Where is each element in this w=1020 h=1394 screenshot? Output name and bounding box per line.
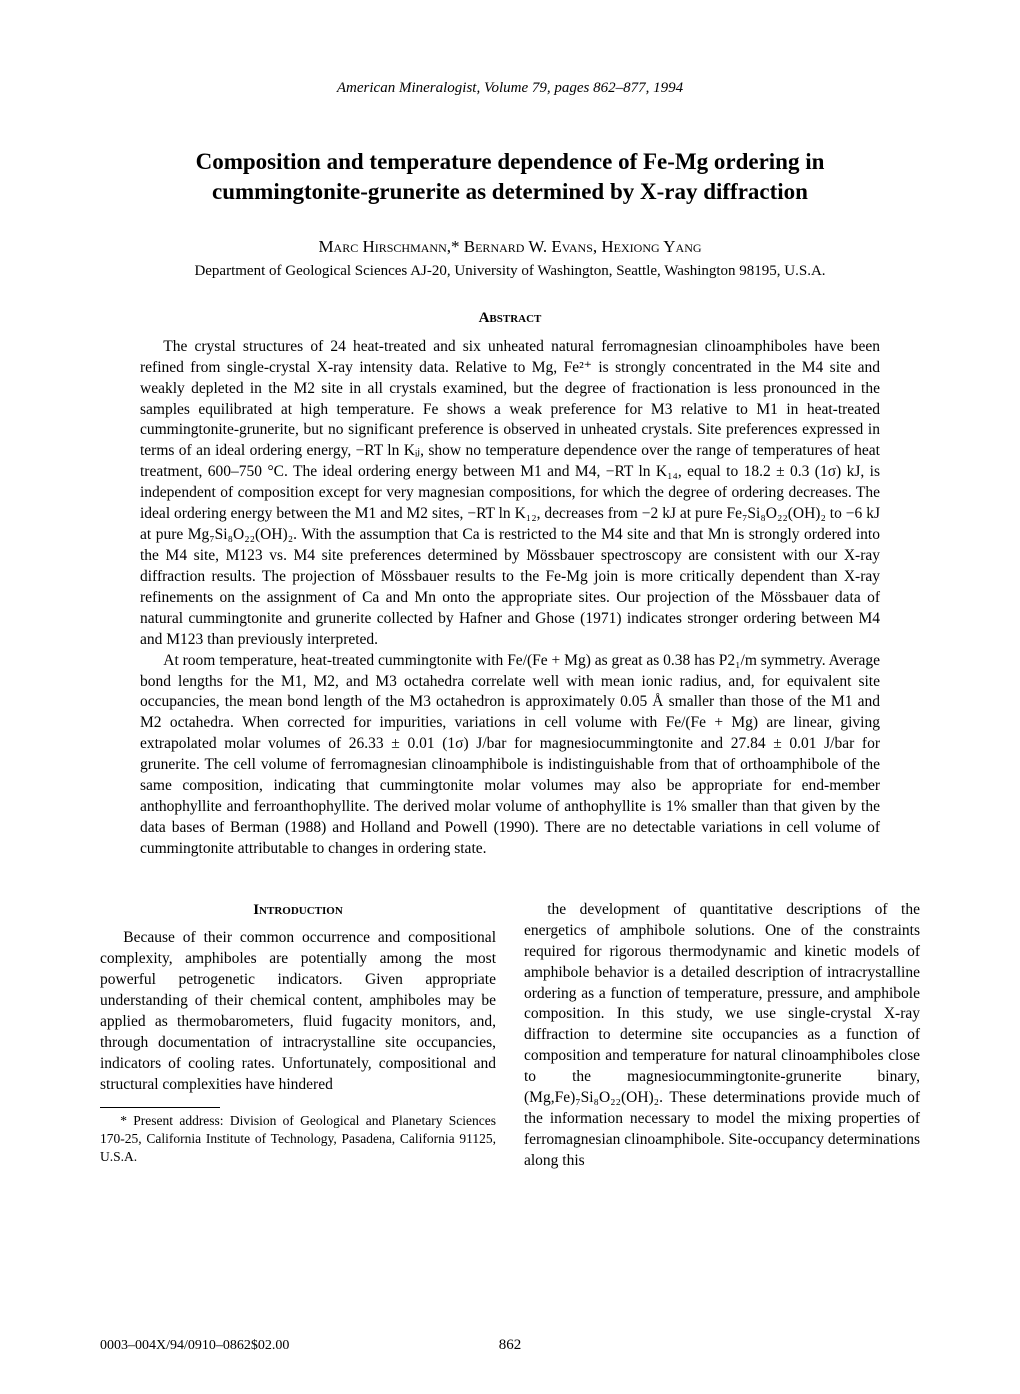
- footnote-text: * Present address: Division of Geologica…: [100, 1112, 496, 1165]
- footer-page-number: 862: [499, 1337, 522, 1354]
- intro-right-text: the development of quantitative descript…: [524, 900, 920, 1172]
- introduction-heading: Introduction: [100, 900, 496, 920]
- page-container: American Mineralogist, Volume 79, pages …: [0, 0, 1020, 1394]
- abstract-heading: Abstract: [100, 310, 920, 327]
- two-column-body: Introduction Because of their common occ…: [100, 900, 920, 1172]
- abstract-body: The crystal structures of 24 heat-treate…: [140, 337, 880, 860]
- affiliation-line: Department of Geological Sciences AJ-20,…: [100, 263, 920, 280]
- footnote-rule: [100, 1107, 220, 1108]
- abstract-paragraph-2: At room temperature, heat-treated cummin…: [140, 651, 880, 860]
- abstract-paragraph-1: The crystal structures of 24 heat-treate…: [140, 337, 880, 651]
- intro-left-text: Because of their common occurrence and c…: [100, 928, 496, 1095]
- footer-issn-price: 0003–004X/94/0910–0862$02.00: [100, 1338, 289, 1354]
- left-column: Introduction Because of their common occ…: [100, 900, 496, 1172]
- article-title: Composition and temperature dependence o…: [140, 147, 880, 207]
- right-column: the development of quantitative descript…: [524, 900, 920, 1172]
- authors-line: Marc Hirschmann,* Bernard W. Evans, Hexi…: [100, 237, 920, 257]
- journal-header: American Mineralogist, Volume 79, pages …: [100, 80, 920, 97]
